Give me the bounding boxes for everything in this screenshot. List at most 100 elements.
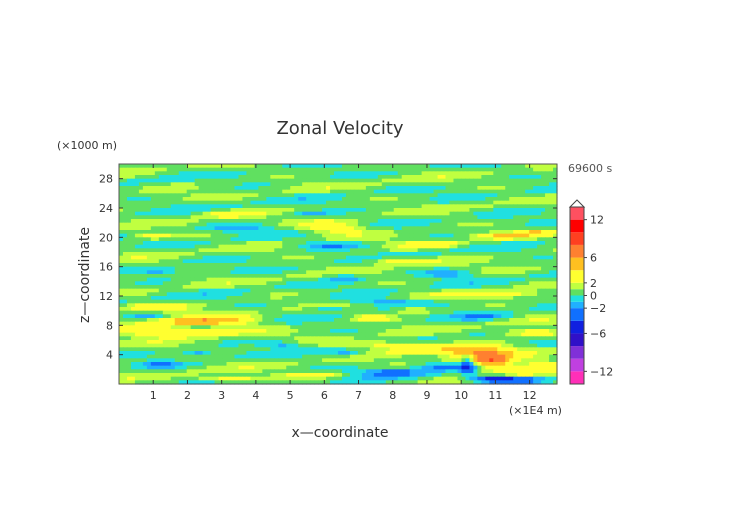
field-cell (469, 200, 474, 205)
field-cell (202, 226, 208, 231)
field-cell (310, 178, 315, 183)
field-cell (405, 186, 411, 191)
field-cell (521, 310, 526, 315)
field-cell (198, 281, 204, 286)
field-cell (401, 263, 407, 268)
field-cell (341, 310, 347, 315)
field-cell (529, 299, 534, 304)
field-cell (166, 307, 172, 312)
field-cell (453, 292, 459, 297)
field-cell (154, 288, 160, 293)
field-cell (238, 274, 244, 279)
field-cell (326, 164, 331, 169)
field-cell (230, 237, 236, 242)
field-cell (330, 266, 335, 271)
field-cell (178, 296, 184, 301)
field-cell (162, 222, 168, 227)
field-cell (389, 222, 395, 227)
field-cell (353, 318, 359, 323)
field-cell (138, 277, 144, 282)
field-cell (421, 248, 427, 253)
field-cell (537, 263, 542, 268)
field-cell (421, 299, 427, 304)
field-cell (365, 321, 371, 326)
field-cell (385, 178, 391, 183)
field-cell (198, 208, 204, 213)
field-cell (513, 292, 518, 297)
field-cell (505, 281, 510, 286)
field-cell (449, 189, 455, 194)
field-cell (441, 186, 447, 191)
field-cell (461, 241, 467, 246)
field-cell (286, 314, 291, 319)
field-cell (473, 175, 478, 180)
field-cell (122, 241, 128, 246)
field-cell (341, 186, 347, 191)
field-cell (174, 296, 180, 301)
field-cell (190, 329, 196, 334)
field-cell (401, 200, 407, 205)
field-cell (150, 321, 156, 326)
field-cell (174, 171, 180, 176)
field-cell (146, 197, 152, 202)
field-cell (262, 318, 267, 323)
field-cell (290, 255, 295, 260)
field-cell (477, 211, 482, 216)
field-cell (190, 197, 196, 202)
field-cell (381, 237, 387, 242)
field-cell (214, 215, 220, 220)
field-cell (429, 244, 435, 249)
field-cell (134, 288, 140, 293)
field-cell (473, 285, 478, 290)
field-cell (126, 164, 132, 169)
field-cell (250, 244, 255, 249)
field-cell (369, 321, 375, 326)
field-cell (330, 197, 335, 202)
field-cell (298, 281, 303, 286)
field-cell (326, 237, 331, 242)
field-cell (457, 296, 463, 301)
field-cell (214, 178, 220, 183)
field-cell (166, 288, 172, 293)
field-cell (465, 325, 470, 330)
field-cell (278, 197, 283, 202)
field-cell (174, 299, 180, 304)
field-cell (214, 226, 220, 231)
field-cell (230, 164, 236, 169)
field-cell (206, 270, 212, 275)
field-cell (485, 299, 490, 304)
field-cell (310, 222, 315, 227)
field-cell (393, 248, 399, 253)
field-cell (529, 189, 534, 194)
field-cell (298, 307, 303, 312)
field-cell (230, 281, 236, 286)
field-cell (334, 189, 339, 194)
field-cell (545, 189, 550, 194)
field-cell (338, 292, 343, 297)
field-cell (119, 296, 124, 301)
field-cell (186, 288, 192, 293)
field-cell (130, 193, 136, 198)
field-cell (461, 164, 467, 169)
field-cell (549, 252, 554, 257)
field-cell (433, 244, 439, 249)
field-cell (242, 219, 248, 224)
field-cell (178, 277, 184, 282)
field-cell (489, 281, 494, 286)
field-cell (302, 310, 307, 315)
field-cell (226, 241, 232, 246)
field-cell (441, 237, 447, 242)
field-cell (537, 186, 542, 191)
field-cell (258, 329, 263, 334)
field-cell (549, 270, 554, 275)
field-cell (549, 175, 554, 180)
field-cell (130, 244, 136, 249)
field-cell (385, 266, 391, 271)
field-cell (150, 226, 156, 231)
field-cell (421, 292, 427, 297)
field-cell (521, 208, 526, 213)
field-cell (174, 193, 180, 198)
field-cell (541, 233, 546, 238)
field-cell (314, 248, 319, 253)
field-cell (234, 288, 240, 293)
